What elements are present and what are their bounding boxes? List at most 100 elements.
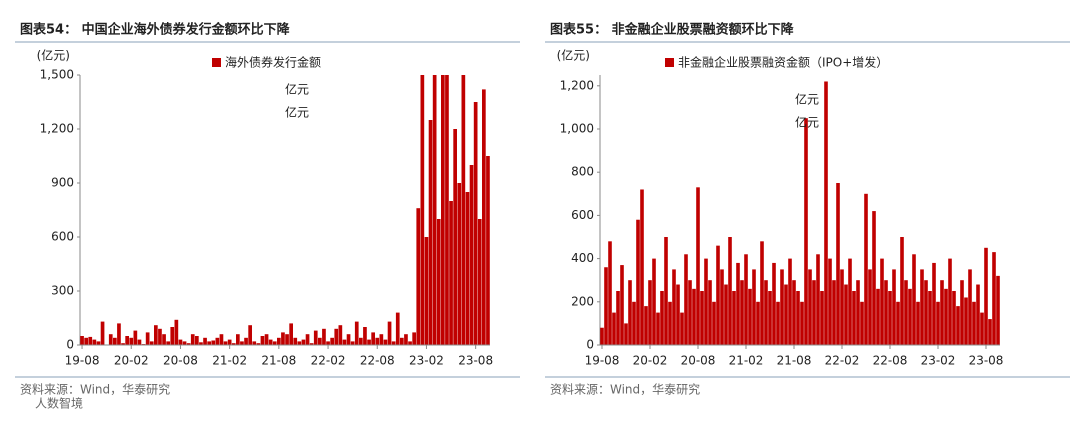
annotation: 亿元 (285, 105, 309, 120)
bar (277, 337, 281, 345)
bar (227, 339, 232, 345)
bar (383, 339, 388, 345)
annotation: 亿元 (795, 92, 819, 107)
bar (680, 312, 684, 345)
bar (428, 120, 433, 345)
bar (354, 321, 359, 345)
bar (696, 187, 700, 345)
bar (704, 258, 708, 345)
bar (940, 280, 944, 345)
source: 资料来源：Wind，华泰研究 (550, 382, 700, 397)
y-tick-label: 0 (586, 338, 594, 352)
bar (988, 319, 992, 345)
bar (612, 312, 616, 345)
bar (692, 288, 696, 345)
bar (928, 291, 932, 345)
bar (776, 301, 780, 345)
bar (796, 291, 800, 345)
bar (820, 291, 824, 345)
bar (608, 241, 612, 345)
bar (149, 341, 154, 345)
y-tick-label: 0 (66, 338, 74, 352)
bar (740, 280, 744, 345)
bar (264, 334, 269, 345)
bar (856, 280, 860, 345)
bar (346, 334, 351, 345)
bar (600, 327, 604, 345)
chart-title: 图表55： 非金融企业股票融资额环比下降 (550, 22, 795, 38)
bar (121, 343, 125, 345)
bar (178, 339, 183, 345)
bar (900, 237, 904, 345)
x-tick-label: 22-08 (873, 354, 908, 368)
bar (800, 301, 804, 345)
bar (309, 343, 314, 345)
bar (363, 327, 367, 345)
y-tick-label: 300 (51, 284, 74, 298)
bar (174, 319, 179, 345)
bar (96, 341, 101, 345)
bar (260, 336, 265, 345)
x-tick-label: 23-08 (969, 354, 1004, 368)
bar (244, 337, 248, 345)
bar (125, 336, 129, 345)
bar (285, 334, 289, 345)
watermark: 人数智境 (35, 396, 83, 411)
x-tick-label: 20-08 (681, 354, 716, 368)
bar (808, 269, 812, 345)
bar (482, 89, 486, 346)
y-tick-label: 900 (51, 176, 74, 190)
bar (400, 337, 404, 345)
y-tick-label: 800 (571, 165, 594, 179)
bar (828, 258, 832, 345)
bar (744, 254, 748, 345)
y-tick-label: 200 (571, 294, 594, 308)
bar (182, 341, 187, 345)
bar (108, 334, 113, 345)
x-tick-label: 21-02 (212, 354, 247, 368)
bar (812, 280, 816, 345)
bar (92, 339, 97, 345)
legend-label: 海外债券发行金额 (225, 55, 321, 70)
bar (404, 334, 408, 345)
bar (301, 339, 306, 345)
bar (936, 301, 940, 345)
bar (289, 323, 293, 345)
bar (892, 269, 896, 345)
bar (884, 280, 888, 345)
bar (313, 330, 318, 345)
bar (860, 301, 864, 345)
bar (724, 284, 728, 345)
bar (387, 321, 392, 345)
bar (764, 280, 768, 345)
bar (162, 334, 166, 345)
bar (223, 341, 228, 345)
annotation: 亿元 (285, 82, 309, 97)
bar (880, 258, 884, 345)
y-tick-label: 600 (571, 208, 594, 222)
bar (248, 325, 252, 345)
x-tick-label: 19-08 (585, 354, 620, 368)
bar (473, 102, 478, 345)
bar (780, 269, 784, 345)
bar (195, 336, 199, 345)
bar (968, 269, 972, 345)
bar (293, 337, 298, 345)
x-tick-label: 21-08 (777, 354, 812, 368)
bar (620, 265, 624, 345)
bar (964, 297, 968, 345)
x-tick-label: 21-08 (261, 354, 296, 368)
bar (768, 291, 772, 345)
bar (113, 337, 117, 345)
y-tick-label: 400 (571, 251, 594, 265)
y-tick-label: 1,000 (560, 122, 594, 136)
x-tick-label: 23-08 (458, 354, 493, 368)
source: 资料来源：Wind，华泰研究 (20, 382, 170, 397)
bar (256, 343, 261, 345)
bar (844, 284, 848, 345)
bar (848, 258, 852, 345)
bar (424, 237, 429, 345)
bar (824, 81, 828, 345)
bar (326, 341, 330, 345)
